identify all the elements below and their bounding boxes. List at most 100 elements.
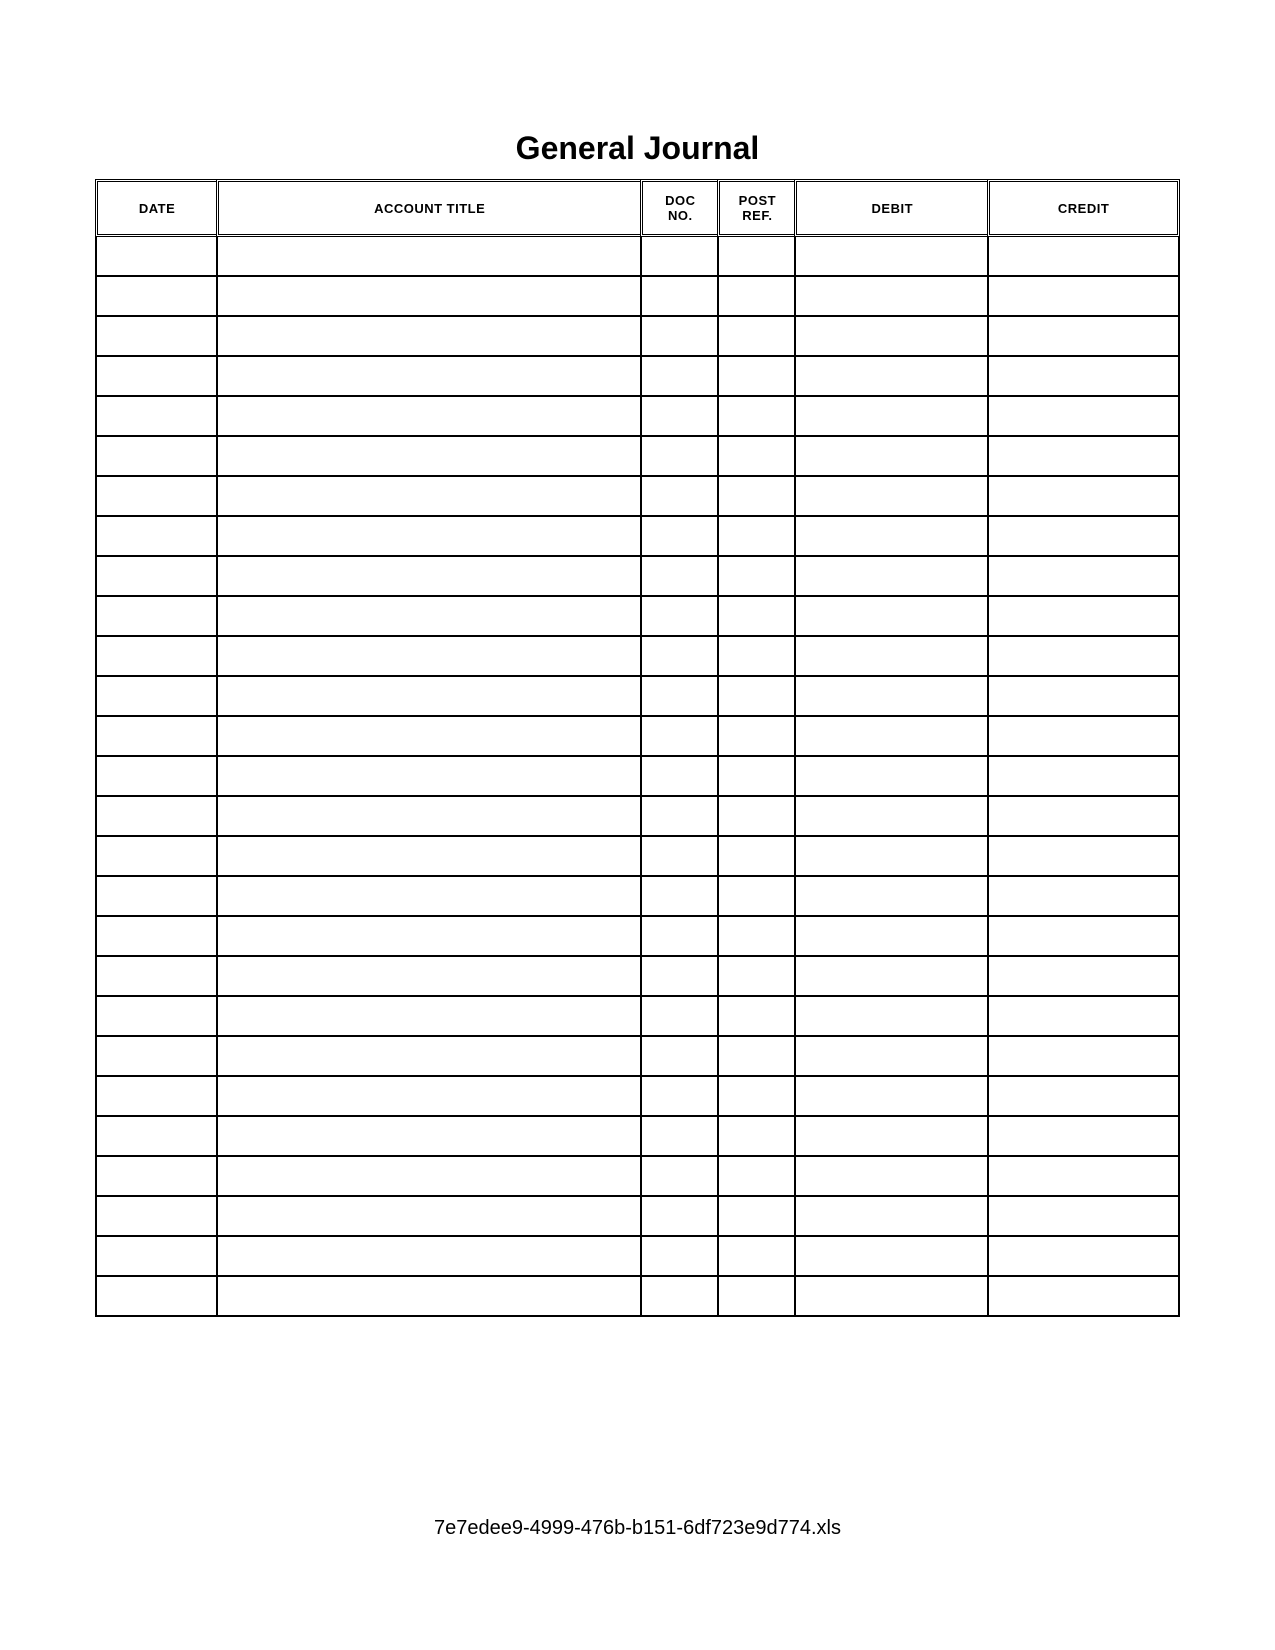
table-cell [95, 837, 216, 877]
table-cell [640, 837, 717, 877]
table-cell [794, 757, 987, 797]
table-cell [95, 1117, 216, 1157]
table-cell [987, 317, 1180, 357]
table-cell [216, 1117, 640, 1157]
table-row [95, 917, 1180, 957]
table-cell [794, 1277, 987, 1317]
table-cell [987, 717, 1180, 757]
table-cell [216, 957, 640, 997]
col-header-debit: DEBIT [794, 179, 987, 237]
table-cell [216, 917, 640, 957]
table-cell [717, 1157, 794, 1197]
table-row [95, 717, 1180, 757]
table-cell [216, 877, 640, 917]
table-cell [794, 797, 987, 837]
table-cell [640, 677, 717, 717]
table-cell [987, 277, 1180, 317]
table-header-row: DATE ACCOUNT TITLE DOCNO. POSTREF. DEBIT… [95, 179, 1180, 237]
table-cell [987, 957, 1180, 997]
table-cell [794, 517, 987, 557]
table-row [95, 317, 1180, 357]
table-cell [794, 557, 987, 597]
table-cell [987, 437, 1180, 477]
table-cell [95, 597, 216, 637]
table-cell [640, 517, 717, 557]
table-cell [95, 1077, 216, 1117]
table-cell [216, 637, 640, 677]
table-cell [717, 477, 794, 517]
table-row [95, 517, 1180, 557]
table-cell [640, 717, 717, 757]
table-row [95, 597, 1180, 637]
table-row [95, 237, 1180, 277]
table-cell [987, 1117, 1180, 1157]
table-cell [987, 1197, 1180, 1237]
table-cell [216, 1077, 640, 1117]
page-title: General Journal [95, 130, 1180, 167]
table-cell [95, 437, 216, 477]
col-header-date: DATE [95, 179, 216, 237]
table-cell [216, 357, 640, 397]
table-cell [794, 277, 987, 317]
table-cell [987, 517, 1180, 557]
table-cell [987, 357, 1180, 397]
col-header-doc-no: DOCNO. [640, 179, 717, 237]
table-cell [987, 637, 1180, 677]
col-header-post-ref: POSTREF. [717, 179, 794, 237]
table-row [95, 1237, 1180, 1277]
table-cell [794, 957, 987, 997]
table-cell [95, 397, 216, 437]
table-cell [216, 677, 640, 717]
table-cell [794, 1037, 987, 1077]
table-cell [216, 557, 640, 597]
table-cell [640, 1157, 717, 1197]
table-row [95, 997, 1180, 1037]
table-cell [794, 477, 987, 517]
table-cell [640, 1277, 717, 1317]
table-cell [794, 1077, 987, 1117]
table-cell [95, 957, 216, 997]
general-journal-table: DATE ACCOUNT TITLE DOCNO. POSTREF. DEBIT… [95, 179, 1180, 1317]
table-row [95, 1197, 1180, 1237]
table-cell [717, 637, 794, 677]
table-cell [216, 477, 640, 517]
table-cell [95, 877, 216, 917]
table-cell [95, 797, 216, 837]
table-cell [717, 1197, 794, 1237]
table-cell [640, 237, 717, 277]
table-cell [794, 397, 987, 437]
table-cell [717, 237, 794, 277]
table-cell [987, 917, 1180, 957]
table-cell [640, 597, 717, 637]
table-cell [216, 437, 640, 477]
table-cell [95, 357, 216, 397]
table-cell [717, 397, 794, 437]
table-cell [794, 357, 987, 397]
col-header-credit: CREDIT [987, 179, 1180, 237]
table-cell [640, 1197, 717, 1237]
table-cell [987, 477, 1180, 517]
table-cell [717, 797, 794, 837]
table-cell [794, 1237, 987, 1277]
col-header-post-ref-line2: REF. [742, 208, 772, 223]
table-cell [216, 1237, 640, 1277]
table-cell [717, 717, 794, 757]
table-cell [640, 917, 717, 957]
table-cell [216, 797, 640, 837]
table-cell [717, 437, 794, 477]
table-cell [95, 1277, 216, 1317]
table-cell [640, 797, 717, 837]
table-cell [216, 1037, 640, 1077]
table-cell [717, 357, 794, 397]
table-row [95, 677, 1180, 717]
table-cell [640, 317, 717, 357]
table-cell [717, 277, 794, 317]
table-cell [794, 877, 987, 917]
table-cell [717, 1117, 794, 1157]
table-row [95, 397, 1180, 437]
table-cell [95, 757, 216, 797]
table-cell [640, 277, 717, 317]
table-cell [640, 957, 717, 997]
table-cell [640, 997, 717, 1037]
table-cell [95, 1157, 216, 1197]
